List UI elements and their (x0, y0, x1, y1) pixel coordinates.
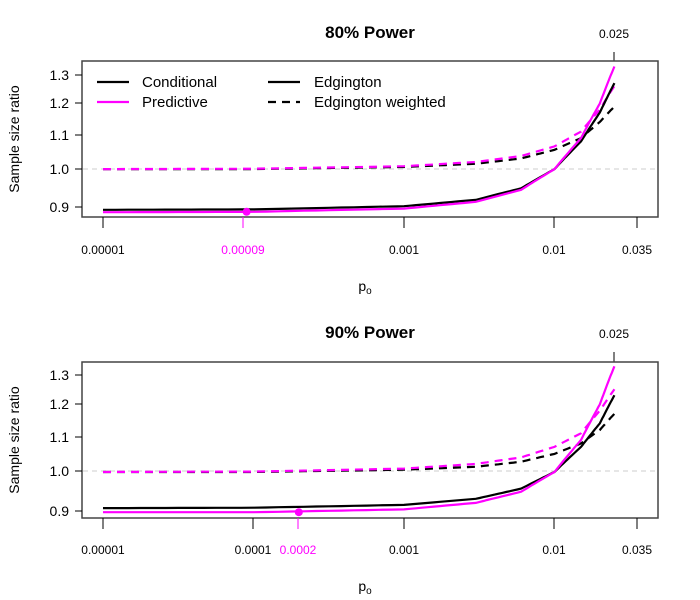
highlight-point (294, 508, 303, 517)
y-axis-label: Sample size ratio (6, 85, 22, 193)
legend-label: Edgington weighted (314, 94, 446, 111)
series-line (103, 66, 616, 214)
x-tick-label: 0.001 (389, 543, 419, 557)
highlight-point (242, 207, 251, 216)
top-axis-tick-label: 0.025 (599, 327, 629, 341)
panel-80-power: 80% Power 0.025 1.3 1.2 1.1 1.0 0.9 Samp… (6, 23, 659, 297)
y-tick-label: 1.3 (50, 367, 70, 383)
series-line (103, 413, 616, 474)
x-tick-label: 0.0001 (235, 543, 272, 557)
plot-frame (81, 60, 659, 218)
legend-label: Edgington (314, 74, 382, 91)
y-tick-label: 1.3 (50, 67, 70, 83)
y-tick-label: 0.9 (50, 199, 70, 215)
series-line (103, 394, 616, 510)
y-tick-label: 1.1 (50, 429, 70, 445)
series-line (103, 85, 616, 171)
x-tick-label: 0.01 (542, 543, 566, 557)
x-tick-label-highlight: 0.00009 (221, 243, 265, 257)
panel-90-power: 90% Power 0.025 1.3 1.2 1.1 1.0 0.9 Samp… (6, 323, 659, 597)
legend: Conditional Predictive Edgington Edgingt… (97, 74, 446, 111)
y-tick-label: 1.1 (50, 127, 70, 143)
x-axis: 0.00001 0.00009 0.001 0.01 0.035 po (81, 217, 652, 297)
x-tick-label: 0.00001 (81, 243, 125, 257)
x-tick-label: 0.035 (622, 243, 652, 257)
series-line (103, 105, 616, 171)
top-axis-tick-label: 0.025 (599, 27, 629, 41)
x-axis-label: po (358, 278, 372, 297)
legend-label: Conditional (142, 74, 217, 91)
series-line (103, 365, 616, 514)
legend-label: Predictive (142, 94, 208, 111)
series-line (103, 82, 616, 211)
y-tick-label: 0.9 (50, 503, 70, 519)
x-axis-label: po (358, 578, 372, 597)
y-tick-label: 1.2 (50, 95, 70, 111)
y-axis-label: Sample size ratio (6, 386, 22, 494)
y-tick-label: 1.0 (50, 161, 70, 177)
x-tick-label: 0.00001 (81, 543, 125, 557)
x-axis: 0.00001 0.0001 0.0002 0.001 0.01 0.035 p… (81, 518, 652, 597)
x-tick-label: 0.001 (389, 243, 419, 257)
curves (103, 66, 616, 216)
x-tick-label: 0.01 (542, 243, 566, 257)
x-tick-label-highlight: 0.0002 (280, 543, 317, 557)
panel-title: 90% Power (325, 323, 415, 342)
y-axis: 1.3 1.2 1.1 1.0 0.9 Sample size ratio (6, 67, 82, 215)
y-tick-label: 1.2 (50, 396, 70, 412)
series-line (102, 388, 616, 474)
y-axis: 1.3 1.2 1.1 1.0 0.9 Sample size ratio (6, 367, 82, 519)
x-tick-label: 0.035 (622, 543, 652, 557)
panel-title: 80% Power (325, 23, 415, 42)
y-tick-label: 1.0 (50, 463, 70, 479)
curves (102, 365, 616, 517)
plot-frame (81, 361, 659, 519)
